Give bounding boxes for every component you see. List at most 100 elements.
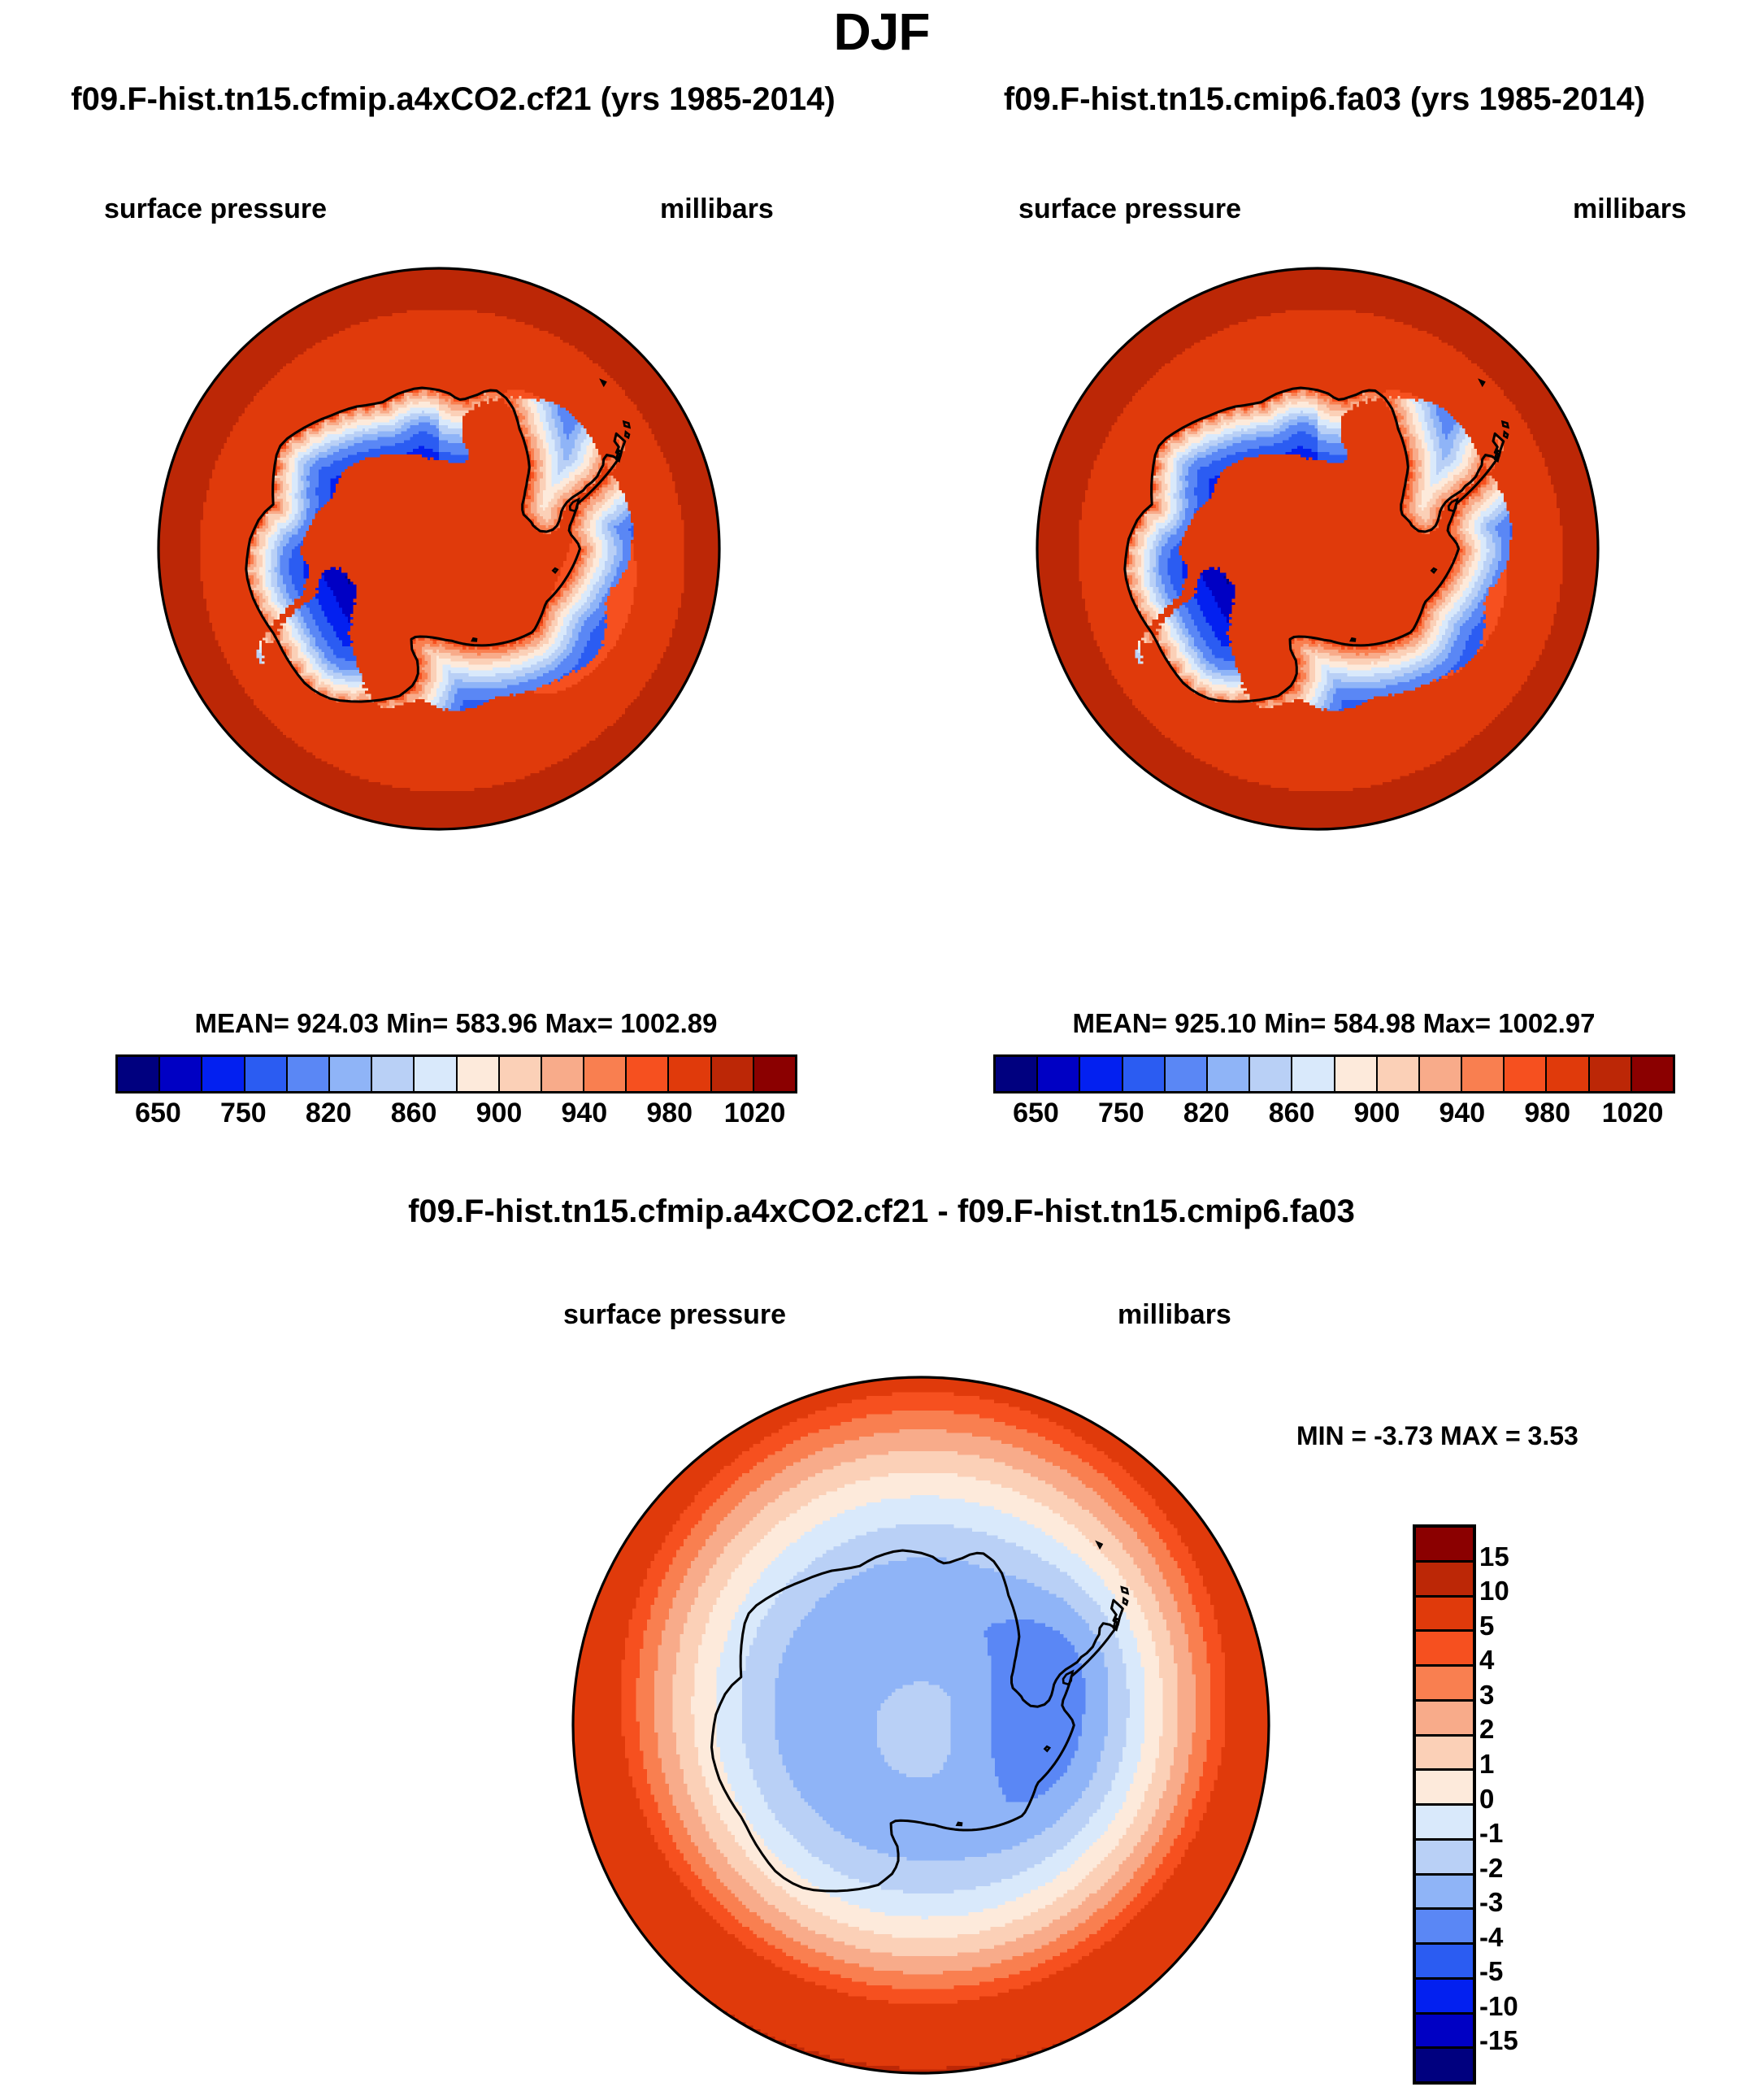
left-variable-label: surface pressure [104,193,328,224]
map-difference-svg [571,1376,1270,2075]
map-right-svg [1036,267,1600,831]
colorbar-cell [1416,1806,1473,1841]
coastline-island [623,430,631,440]
colorbar-tick-label: 820 [1183,1098,1230,1128]
coastline-island [1112,1617,1121,1632]
colorbar-cell [1631,1057,1673,1091]
difference-variable-label: surface pressure [563,1299,787,1330]
difference-colorbar [1413,1524,1476,2085]
contour-band [1199,566,1236,624]
coastline-island [955,1821,963,1827]
map-left-case [154,264,723,833]
colorbar-tick-label: 650 [135,1098,181,1128]
colorbar-cell [753,1057,795,1091]
difference-minmax: MIN = -3.73 MAX = 3.53 [1296,1421,1578,1450]
colorbar-tick-label: 1 [1479,1748,1495,1779]
colorbar-tick-label: 1020 [1601,1098,1664,1128]
colorbar-cell [1416,1979,1473,2015]
left-units-label: millibars [660,193,774,224]
colorbar-tick-label: -4 [1479,1921,1504,1952]
colorbar-cell [457,1057,500,1091]
colorbar-cell [1416,1945,1473,1980]
colorbar-tick-label: -5 [1479,1956,1504,1987]
colorbar-cell [1419,1057,1463,1091]
contour-fill-group [573,1377,1269,2073]
colorbar-tick-label: -3 [1479,1887,1504,1918]
colorbar-cell [1377,1057,1420,1091]
coastline-island [1095,1540,1104,1550]
right-colorbar-ticks: 650 750 820 860 900 940 980 1020 [993,1098,1675,1137]
colorbar-cell [1416,1840,1473,1876]
colorbar-tick-label: 2 [1479,1714,1495,1745]
difference-panel-title: f09.F-hist.tn15.cfmip.a4xCO2.cf21 - f09.… [408,1193,1355,1229]
colorbar-tick-label: 1020 [723,1098,786,1128]
colorbar-tick-label: 10 [1479,1576,1509,1607]
colorbar-cell [415,1057,458,1091]
map-difference [571,1374,1270,2077]
colorbar-cell [1416,1736,1473,1772]
colorbar-cell [1416,1875,1473,1911]
colorbar-cell [1165,1057,1208,1091]
colorbar-cell [1505,1057,1548,1091]
colorbar-cell [1038,1057,1081,1091]
contour-band [774,1556,1109,1862]
difference-colorbar-ticks: 15 10 5 4 3 2 1 0 -1 -2 -3 -4 -5 -10 -15 [1479,1524,1601,2078]
right-colorbar [993,1054,1675,1093]
colorbar-tick-label: 860 [390,1098,437,1128]
contour-fill-group [1037,268,1598,829]
colorbar-cell [1589,1057,1632,1091]
colorbar-cell [1416,2049,1473,2081]
colorbar-tick-label: 980 [646,1098,693,1128]
contour-band [320,566,358,624]
coastline-island [1349,637,1357,642]
coastline-island [471,637,478,642]
difference-units-label: millibars [1118,1299,1231,1330]
map-boundary-circle [1036,267,1600,831]
colorbar-cell [202,1057,245,1091]
colorbar-cell [1335,1057,1378,1091]
colorbar-tick-label: -10 [1479,1990,1518,2021]
coastline-island [551,567,559,574]
colorbar-tick-label: 900 [1353,1098,1400,1128]
colorbar-cell [1547,1057,1590,1091]
colorbar-tick-label: 940 [561,1098,608,1128]
colorbar-tick-label: 900 [475,1098,523,1128]
coastline-island [568,497,580,513]
colorbar-tick-label: 860 [1268,1098,1315,1128]
coastline-island [1122,1596,1129,1607]
colorbar-cell [118,1057,161,1091]
coastline-island [1493,449,1502,463]
colorbar-cell [1123,1057,1166,1091]
map-boundary-circle [157,267,721,831]
colorbar-cell [1292,1057,1335,1091]
colorbar-cell [1416,1701,1473,1737]
colorbar-tick-label: -1 [1479,1818,1504,1849]
colorbar-tick-label: 750 [219,1098,267,1128]
coastline-island [1120,1585,1130,1595]
coastline-island [1478,378,1486,388]
colorbar-cell [541,1057,585,1091]
colorbar-cell [1416,1910,1473,1945]
colorbar-tick-label: 750 [1097,1098,1144,1128]
colorbar-tick-label: 3 [1479,1679,1495,1710]
colorbar-cell [1250,1057,1293,1091]
colorbar-cell [1416,1632,1473,1667]
colorbar-tick-label: 5 [1479,1610,1495,1641]
contour-band [741,1524,1131,1894]
left-colorbar-ticks: 650 750 820 860 900 940 980 1020 [115,1098,797,1137]
coastline-island [1502,430,1509,440]
coastline [245,386,627,703]
contour-band [1078,309,1564,792]
colorbar-tick-label: -15 [1479,2025,1518,2056]
colorbar-cell [245,1057,288,1091]
colorbar-cell [499,1057,542,1091]
colorbar-cell [160,1057,203,1091]
colorbar-cell [1416,1771,1473,1806]
colorbar-cell [1462,1057,1505,1091]
map-left-svg [157,267,721,831]
coastline-island [1043,1745,1052,1753]
colorbar-tick-label: 4 [1479,1645,1495,1676]
right-units-label: millibars [1573,193,1687,224]
colorbar-cell [287,1057,330,1091]
contour-band [199,309,685,792]
